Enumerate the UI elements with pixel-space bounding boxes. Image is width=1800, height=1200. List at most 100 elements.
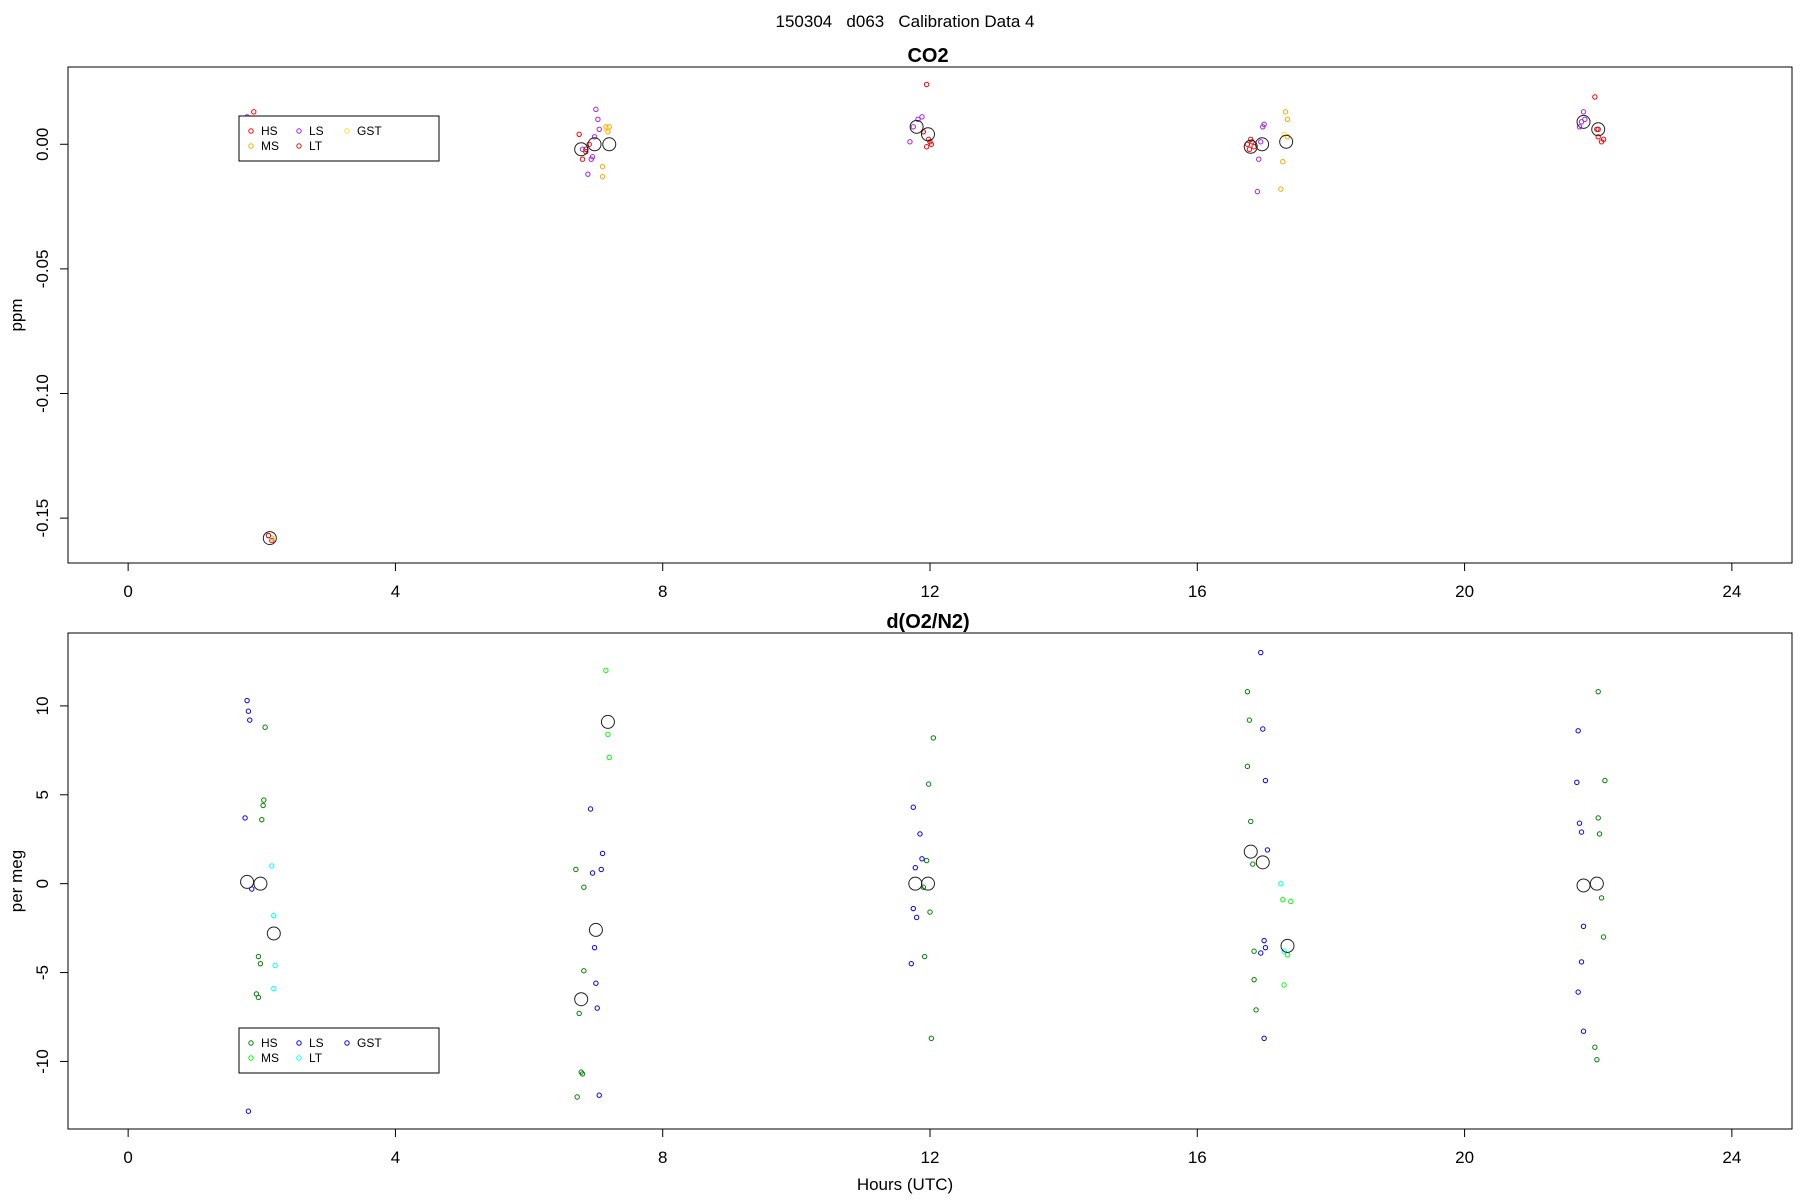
o2n2-point-hs: [1596, 831, 1603, 837]
figure-title: 150304 d063 Calibration Data 4: [776, 12, 1035, 31]
o2n2-point-ls: [245, 708, 252, 714]
o2n2-point-hs: [573, 866, 579, 873]
co2-mean-marker: [1243, 139, 1258, 154]
o2n2-point-ls: [245, 1108, 252, 1114]
x-axis-title: Hours (UTC): [857, 1175, 953, 1194]
co2-point-ls: [1578, 119, 1585, 125]
o2n2-point-lt: [271, 985, 277, 992]
o2n2-legend-swatch-gst: [344, 1040, 350, 1046]
o2n2-point-hs: [925, 781, 932, 787]
co2-point-ls: [1261, 121, 1267, 128]
o2n2-mean-marker: [266, 926, 281, 941]
co2-point-ls: [1576, 124, 1583, 130]
o2n2-point-ls: [589, 870, 596, 876]
co2-point-hs: [1595, 134, 1601, 140]
o2n2-point-hs: [581, 884, 587, 890]
o2n2-point-ms: [605, 731, 611, 738]
co2-legend-label-hs: HS: [261, 124, 278, 138]
o2n2-point-hs: [255, 994, 262, 1001]
co2-legend-swatch-ms: [248, 143, 254, 149]
co2-point-ls: [589, 154, 596, 160]
o2n2-mean-marker: [588, 922, 603, 937]
o2n2-legend-label-hs: HS: [261, 1036, 278, 1050]
co2-mean-marker: [574, 142, 589, 157]
o2n2-point-ls: [591, 944, 598, 951]
o2n2-point-ls: [917, 831, 923, 837]
o2n2-point-hs: [1246, 717, 1253, 723]
co2-point-ls: [1582, 116, 1588, 123]
o2n2-point-lt: [1278, 880, 1284, 887]
co2-point-ls: [907, 139, 913, 145]
co2-mean-marker: [920, 127, 935, 142]
o2n2-point-hs: [574, 1094, 580, 1100]
o2n2-point-hs: [928, 1035, 935, 1042]
co2-point-lt: [265, 532, 272, 539]
o2n2-point-ms: [1288, 898, 1294, 905]
co2-point-ms: [603, 124, 609, 130]
co2-mean-marker: [587, 137, 602, 152]
o2n2-x-tick-label: 20: [1455, 1148, 1474, 1167]
co2-point-hs: [923, 144, 930, 150]
o2n2-point-hs: [257, 960, 264, 967]
co2-x-axis: 0 4 8 12 16 20 24: [123, 562, 1741, 601]
o2n2-point-lt: [271, 912, 277, 919]
o2n2-panel: d(O2/N2) per meg 0 4 8 12 16 20 24 10 5 0 -5 -10 H…: [7, 611, 1793, 1167]
co2-point-hs: [586, 141, 592, 147]
o2n2-x-tick-label: 4: [391, 1148, 400, 1167]
o2n2-point-hs: [581, 968, 587, 974]
o2n2-y-tick-label: -5: [33, 965, 52, 980]
o2n2-point-ls: [1574, 779, 1580, 786]
o2n2-legend-box: [238, 1027, 440, 1074]
co2-mean-marker: [262, 531, 277, 546]
co2-point-ms: [599, 163, 606, 170]
o2n2-point-hs: [261, 797, 267, 803]
co2-x-tick-label: 24: [1722, 582, 1741, 601]
co2-point-gst: [1281, 131, 1287, 137]
o2n2-point-hs: [1595, 688, 1601, 695]
co2-point-ls: [585, 171, 591, 177]
o2n2-point-hs: [259, 816, 265, 823]
o2n2-mean-marker: [920, 876, 935, 891]
co2-point-lt: [925, 136, 932, 142]
o2n2-point-ls: [596, 1092, 602, 1098]
co2-point-ls: [915, 116, 921, 123]
o2n2-legend-label-lt: LT: [309, 1051, 323, 1065]
co2-x-tick-label: 16: [1188, 582, 1207, 601]
o2n2-point-hs: [927, 909, 933, 915]
o2n2-x-tick-label: 0: [123, 1148, 132, 1167]
o2n2-point-ls: [1580, 923, 1587, 930]
co2-x-tick-label: 12: [921, 582, 940, 601]
co2-mean-marker: [1255, 137, 1270, 152]
o2n2-mean-marker: [240, 874, 255, 889]
o2n2-point-ms: [1281, 982, 1287, 988]
o2n2-y-axis: 10 5 0 -5 -10: [33, 696, 69, 1074]
o2n2-point-ls: [912, 864, 918, 871]
o2n2-point-hs: [1602, 777, 1608, 784]
o2n2-point-ls: [1575, 728, 1581, 734]
co2-point-ls: [596, 126, 602, 133]
o2n2-point-hs: [576, 1010, 582, 1017]
co2-point-hs: [1600, 136, 1607, 142]
o2n2-point-ls: [908, 960, 914, 967]
o2n2-mean-marker: [600, 714, 615, 729]
co2-legend-swatch-gst: [344, 128, 350, 134]
o2n2-point-hs: [1244, 763, 1251, 770]
co2-legend-label-lt: LT: [309, 139, 323, 153]
co2-point-ms: [1284, 116, 1291, 123]
co2-point-ls: [1254, 188, 1261, 195]
o2n2-point-ls: [1575, 989, 1581, 995]
o2n2-point-ls: [1262, 777, 1269, 784]
co2-point-ms: [606, 124, 612, 130]
o2n2-point-ls: [910, 804, 916, 810]
o2n2-legend-label-ms: MS: [261, 1051, 279, 1065]
o2n2-mean-marker: [1589, 876, 1604, 891]
co2-point-hs: [1592, 94, 1598, 100]
co2-point-hs: [269, 537, 275, 544]
o2n2-mean-marker: [253, 876, 268, 891]
co2-point-ls: [579, 146, 586, 152]
co2-point-ls: [919, 114, 925, 120]
co2-x-tick-label: 8: [658, 582, 667, 601]
co2-legend-box: [238, 115, 440, 162]
